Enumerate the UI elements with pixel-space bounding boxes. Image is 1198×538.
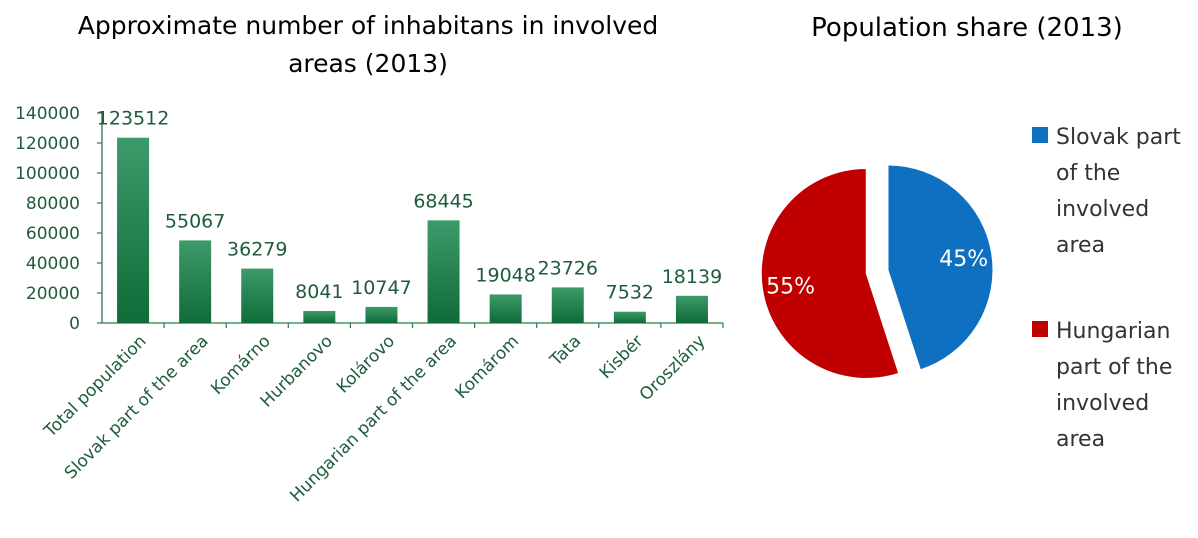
bar (365, 306, 398, 323)
legend-swatch (1032, 321, 1048, 337)
legend-label-line: part of the (1056, 355, 1172, 380)
y-tick-label: 100000 (15, 164, 80, 184)
y-tick-label: 20000 (26, 284, 80, 304)
pie-chart-title: Population share (2013) (811, 13, 1123, 43)
legend-swatch (1032, 127, 1048, 143)
x-category-label: Oroszlány (636, 331, 710, 405)
y-tick-label: 0 (69, 314, 80, 334)
pie-slice-label: 45% (939, 247, 988, 272)
bar-data-label: 10747 (351, 277, 411, 299)
bar (613, 311, 646, 323)
bar (551, 287, 584, 323)
legend-label-line: area (1056, 427, 1105, 452)
x-category-label: Kisbér (596, 331, 648, 383)
x-category-label: Total population (40, 331, 151, 442)
bar-data-label: 7532 (606, 282, 654, 304)
bar (241, 268, 274, 323)
y-tick-label: 40000 (26, 254, 80, 274)
pie-legend: Slovak part of the involved area Hungarian pa… (1032, 125, 1181, 452)
y-tick-label: 120000 (15, 134, 80, 154)
x-category-label: Kolárovo (333, 331, 399, 397)
bar-data-label: 36279 (227, 239, 287, 261)
pie-slice-label: 55% (766, 274, 815, 299)
x-category-label: Komárom (452, 331, 524, 403)
legend-label-line: area (1056, 233, 1105, 258)
bar-chart-title-line-2: areas (2013) (288, 49, 448, 78)
bar-plot-area: 0 20000 40000 60000 80000 100000 120000 140000 1… (15, 104, 724, 506)
bar-data-label: 123512 (97, 108, 170, 130)
bar-data-label: 55067 (165, 210, 225, 232)
bar (427, 220, 460, 323)
bar-data-label: 23726 (538, 257, 598, 279)
legend-label-line: involved (1056, 391, 1149, 416)
bar-data-label: 18139 (662, 266, 722, 288)
pie-chart: Population share (2013) 45% 55% Slovak pa… (760, 13, 1181, 452)
bar (117, 137, 150, 323)
bar-data-label: 8041 (295, 281, 343, 303)
bar (675, 295, 708, 323)
bar-chart-title-line-1: Approximate number of inhabitans in invo… (78, 11, 659, 40)
pie-slice (887, 164, 994, 371)
bar (489, 294, 522, 323)
x-category-label: Tata (546, 331, 586, 371)
legend-label-line: Slovak part (1056, 125, 1181, 150)
legend-label-line: Hungarian (1056, 319, 1170, 344)
y-tick-label: 140000 (15, 104, 80, 124)
bar (179, 240, 212, 323)
y-tick-label: 80000 (26, 194, 80, 214)
bar-data-label: 19048 (475, 264, 535, 286)
bar-data-label: 68445 (413, 190, 473, 212)
legend-label-line: involved (1056, 197, 1149, 222)
pie-slice (760, 167, 900, 379)
pie-plot-area: 45% 55% (760, 164, 994, 379)
legend-label-line: of the (1056, 161, 1120, 186)
y-tick-label: 60000 (26, 224, 80, 244)
bar (303, 310, 336, 323)
bar-chart: Approximate number of inhabitans in invo… (15, 11, 724, 506)
